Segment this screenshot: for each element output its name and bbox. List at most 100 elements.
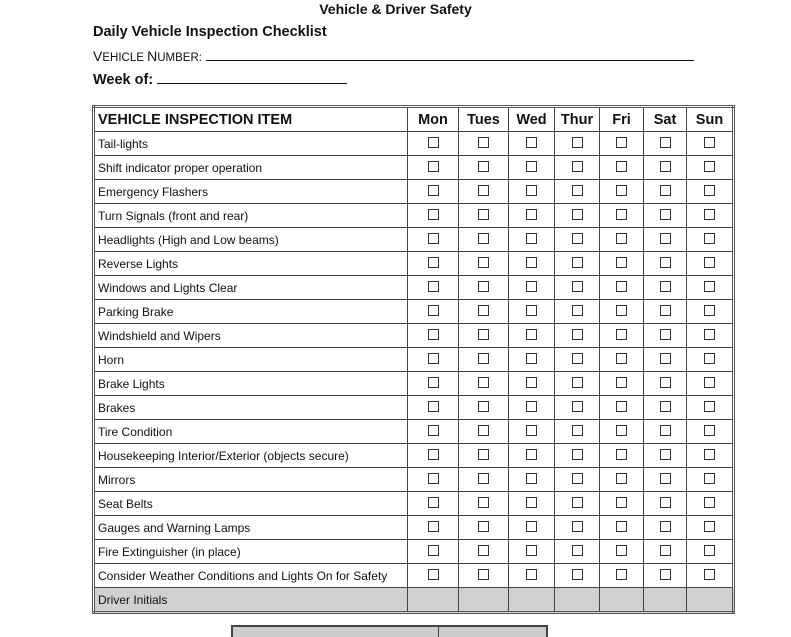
checkbox-sat[interactable] (659, 304, 671, 316)
checkbox-mon[interactable] (427, 328, 439, 340)
checkbox-fri[interactable] (616, 376, 627, 388)
checkbox-mon[interactable] (427, 184, 439, 196)
checkbox-sun[interactable] (704, 304, 715, 316)
checkbox-fri[interactable] (616, 544, 627, 556)
checkbox-thur[interactable] (571, 520, 583, 532)
checkbox-sun[interactable] (704, 232, 715, 244)
checkbox-sun[interactable] (704, 184, 715, 196)
checkbox-thur[interactable] (571, 256, 583, 268)
checkbox-sat[interactable] (659, 424, 671, 436)
checkbox-sun[interactable] (704, 280, 715, 292)
checkbox-sun[interactable] (704, 424, 715, 436)
checkbox-fri[interactable] (616, 424, 627, 436)
checkbox-fri[interactable] (616, 160, 627, 172)
initials-cell[interactable] (554, 587, 600, 613)
checkbox-tues[interactable] (478, 160, 489, 172)
checkbox-fri[interactable] (616, 304, 627, 316)
vehicle-number-field[interactable]: VEHICLE NUMBER: (93, 48, 694, 64)
checkbox-thur[interactable] (571, 472, 583, 484)
checkbox-wed[interactable] (526, 568, 537, 580)
checkbox-fri[interactable] (616, 136, 627, 148)
initials-cell[interactable] (407, 587, 459, 613)
checkbox-thur[interactable] (571, 496, 583, 508)
checkbox-thur[interactable] (571, 280, 583, 292)
checkbox-wed[interactable] (526, 304, 537, 316)
checkbox-mon[interactable] (427, 448, 439, 460)
checkbox-wed[interactable] (526, 328, 537, 340)
checkbox-wed[interactable] (526, 160, 537, 172)
checkbox-fri[interactable] (616, 496, 627, 508)
checkbox-mon[interactable] (427, 232, 439, 244)
checkbox-tues[interactable] (478, 208, 489, 220)
checkbox-tues[interactable] (478, 304, 489, 316)
vehicle-number-line[interactable] (205, 50, 694, 61)
checkbox-wed[interactable] (526, 400, 537, 412)
checkbox-wed[interactable] (526, 208, 537, 220)
checkbox-mon[interactable] (427, 160, 439, 172)
checkbox-mon[interactable] (427, 352, 439, 364)
checkbox-tues[interactable] (478, 568, 489, 580)
checkbox-thur[interactable] (571, 184, 583, 196)
checkbox-tues[interactable] (478, 136, 489, 148)
checkbox-thur[interactable] (571, 544, 583, 556)
checkbox-thur[interactable] (571, 136, 583, 148)
checkbox-fri[interactable] (616, 280, 627, 292)
checkbox-thur[interactable] (571, 352, 583, 364)
checkbox-fri[interactable] (616, 256, 627, 268)
week-of-field[interactable]: Week of: (93, 72, 348, 88)
checkbox-sun[interactable] (704, 328, 715, 340)
checkbox-fri[interactable] (616, 520, 627, 532)
initials-cell[interactable] (508, 587, 555, 613)
checkbox-tues[interactable] (478, 376, 489, 388)
checkbox-tues[interactable] (478, 496, 489, 508)
checkbox-tues[interactable] (478, 280, 489, 292)
checkbox-sat[interactable] (659, 328, 671, 340)
checkbox-sat[interactable] (659, 376, 671, 388)
checkbox-wed[interactable] (526, 520, 537, 532)
checkbox-wed[interactable] (526, 448, 537, 460)
checkbox-sat[interactable] (659, 280, 671, 292)
initials-cell[interactable] (599, 587, 644, 613)
checkbox-tues[interactable] (478, 328, 489, 340)
checkbox-fri[interactable] (616, 400, 627, 412)
checkbox-sat[interactable] (659, 184, 671, 196)
checkbox-fri[interactable] (616, 208, 627, 220)
checkbox-tues[interactable] (478, 544, 489, 556)
checkbox-wed[interactable] (526, 136, 537, 148)
checkbox-thur[interactable] (571, 400, 583, 412)
checkbox-sat[interactable] (659, 352, 671, 364)
checkbox-sat[interactable] (659, 472, 671, 484)
checkbox-thur[interactable] (571, 328, 583, 340)
checkbox-mon[interactable] (427, 280, 439, 292)
checkbox-sat[interactable] (659, 232, 671, 244)
checkbox-thur[interactable] (571, 304, 583, 316)
checkbox-thur[interactable] (571, 448, 583, 460)
checkbox-sat[interactable] (659, 136, 671, 148)
checkbox-sat[interactable] (659, 544, 671, 556)
checkbox-mon[interactable] (427, 520, 439, 532)
checkbox-tues[interactable] (478, 184, 489, 196)
checkbox-wed[interactable] (526, 352, 537, 364)
checkbox-sat[interactable] (659, 160, 671, 172)
checkbox-mon[interactable] (427, 256, 439, 268)
checkbox-mon[interactable] (427, 496, 439, 508)
checkbox-mon[interactable] (427, 376, 439, 388)
checkbox-sun[interactable] (704, 496, 715, 508)
checkbox-fri[interactable] (616, 328, 627, 340)
checkbox-thur[interactable] (571, 232, 583, 244)
checkbox-sat[interactable] (659, 400, 671, 412)
checkbox-fri[interactable] (616, 568, 627, 580)
checkbox-sun[interactable] (704, 520, 715, 532)
checkbox-wed[interactable] (526, 496, 537, 508)
checkbox-sun[interactable] (704, 352, 715, 364)
checkbox-sun[interactable] (704, 568, 715, 580)
checkbox-tues[interactable] (478, 448, 489, 460)
checkbox-wed[interactable] (526, 232, 537, 244)
checkbox-wed[interactable] (526, 424, 537, 436)
checkbox-sun[interactable] (704, 448, 715, 460)
checkbox-sat[interactable] (659, 208, 671, 220)
checkbox-thur[interactable] (571, 568, 583, 580)
checkbox-tues[interactable] (478, 256, 489, 268)
checkbox-mon[interactable] (427, 304, 439, 316)
checkbox-wed[interactable] (526, 376, 537, 388)
